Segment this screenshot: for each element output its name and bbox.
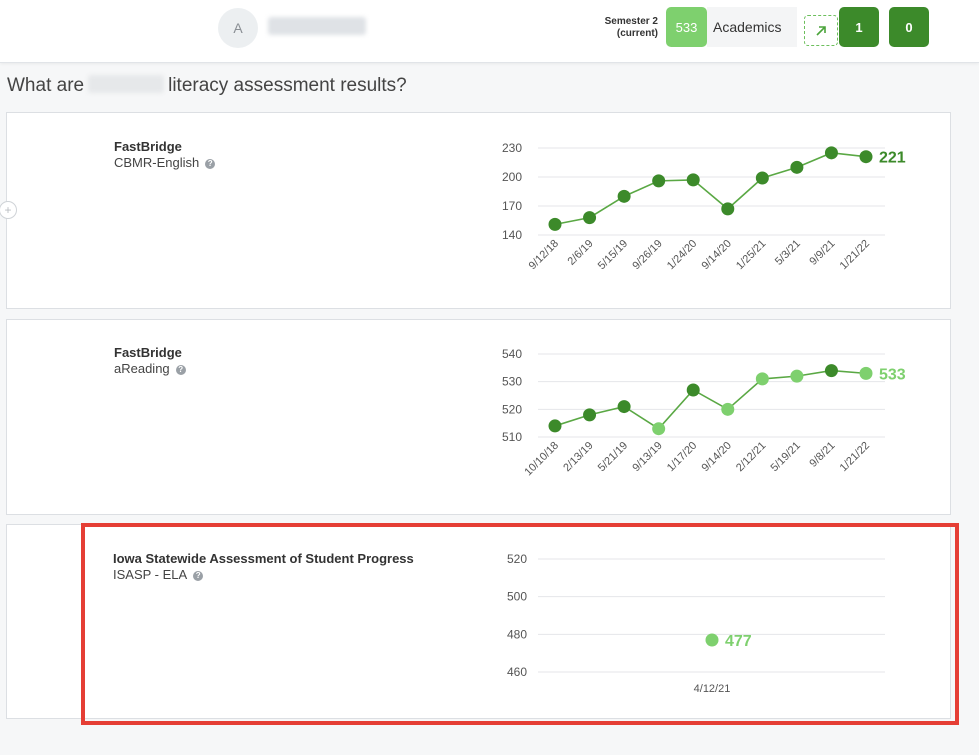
redacted-student-name [268, 17, 366, 35]
assessment-card-isasp: Iowa Statewide Assessment of Student Pro… [6, 524, 951, 719]
x-tick-label: 10/10/18 [522, 440, 561, 479]
data-point [721, 402, 735, 416]
y-tick-label: 140 [502, 228, 522, 242]
data-point [617, 400, 631, 414]
academics-tab[interactable]: Academics [707, 7, 797, 47]
avatar[interactable]: A [218, 8, 258, 48]
page-question: What are literacy assessment results? [7, 75, 407, 97]
question-suffix: literacy assessment results? [168, 75, 407, 96]
data-point [755, 171, 769, 185]
avatar-initial: A [233, 20, 243, 36]
data-point [583, 211, 597, 225]
y-tick-label: 230 [502, 141, 522, 155]
data-point [705, 633, 719, 647]
data-point [755, 372, 769, 386]
card-title: FastBridge [114, 139, 182, 154]
data-point [686, 173, 700, 187]
x-tick-label: 2/13/19 [561, 440, 595, 474]
semester-indicator: Semester 2 (current) [580, 16, 658, 40]
data-point [548, 419, 562, 433]
data-point [548, 217, 562, 231]
x-tick-label: 2/12/21 [734, 440, 768, 474]
x-tick-label: 5/21/19 [596, 440, 630, 474]
x-tick-label: 1/21/22 [838, 238, 872, 272]
x-tick-label: 1/25/21 [734, 238, 768, 272]
data-point [686, 383, 700, 397]
data-point [652, 174, 666, 188]
y-tick-label: 170 [502, 199, 522, 213]
top-bar: A Semester 2 (current) 533 Academics 1 0 [0, 0, 979, 63]
y-tick-label: 480 [507, 627, 527, 641]
x-tick-label: 9/13/19 [630, 440, 664, 474]
card-title: Iowa Statewide Assessment of Student Pro… [113, 551, 414, 566]
data-point [790, 369, 804, 383]
help-icon[interactable]: ? [193, 570, 204, 581]
assessment-card-cbmr: FastBridge CBMR-English? [6, 112, 951, 309]
card-title: FastBridge [114, 345, 182, 360]
y-tick-label: 460 [507, 665, 527, 679]
card-subtitle-text: CBMR-English [114, 155, 200, 170]
x-tick-label: 1/24/20 [665, 238, 699, 272]
card-subtitle-text: ISASP - ELA [113, 567, 188, 582]
data-point [652, 422, 666, 436]
data-point [583, 408, 597, 422]
data-point [859, 150, 873, 164]
semester-label: Semester 2 [604, 16, 658, 27]
add-icon[interactable]: + [0, 201, 17, 219]
x-tick-label: 9/14/20 [699, 440, 733, 474]
x-tick-label: 2/6/19 [566, 238, 596, 268]
data-point [824, 146, 838, 160]
y-tick-label: 520 [507, 552, 527, 566]
count-button-primary[interactable]: 1 [839, 7, 879, 47]
series-line [554, 152, 867, 226]
y-tick-label: 540 [502, 347, 522, 361]
x-tick-label: 5/3/21 [773, 238, 803, 268]
card-subtitle: aReading? [114, 361, 186, 376]
card-subtitle: ISASP - ELA? [113, 567, 204, 582]
data-point [721, 202, 735, 216]
x-tick-label: 4/12/21 [694, 683, 731, 695]
data-point [617, 189, 631, 203]
x-tick-label: 9/12/18 [527, 238, 561, 272]
card-subtitle: CBMR-English? [114, 155, 216, 170]
y-tick-label: 200 [502, 170, 522, 184]
trend-button[interactable] [804, 15, 838, 46]
redacted-student-name-inline [88, 75, 165, 93]
help-icon[interactable]: ? [175, 364, 186, 375]
data-point [790, 160, 804, 174]
question-prefix: What are [7, 75, 85, 96]
x-tick-label: 5/15/19 [596, 238, 630, 272]
arrow-up-right-icon [816, 26, 826, 36]
y-tick-label: 510 [502, 430, 522, 444]
data-point [824, 364, 838, 378]
score-badge[interactable]: 533 [666, 7, 707, 47]
academics-label: Academics [713, 19, 782, 35]
latest-value-label: 477 [725, 633, 752, 650]
help-icon[interactable]: ? [205, 158, 216, 169]
data-point [859, 366, 873, 380]
latest-value-label: 533 [879, 366, 906, 383]
x-tick-label: 9/26/19 [630, 238, 664, 272]
x-tick-label: 9/14/20 [699, 238, 733, 272]
assessment-card-areading: FastBridge aReading? [6, 319, 951, 515]
x-tick-label: 9/9/21 [807, 238, 837, 268]
y-tick-label: 520 [502, 402, 522, 416]
y-tick-label: 500 [507, 590, 527, 604]
x-tick-label: 9/8/21 [807, 440, 837, 470]
series-line [554, 369, 867, 430]
y-tick-label: 530 [502, 375, 522, 389]
semester-current-label: (current) [616, 28, 658, 39]
x-tick-label: 1/17/20 [665, 440, 699, 474]
card-subtitle-text: aReading [114, 361, 170, 376]
latest-value-label: 221 [879, 150, 906, 167]
x-tick-label: 1/21/22 [838, 440, 872, 474]
count-button-secondary[interactable]: 0 [889, 7, 929, 47]
x-tick-label: 5/19/21 [769, 440, 803, 474]
